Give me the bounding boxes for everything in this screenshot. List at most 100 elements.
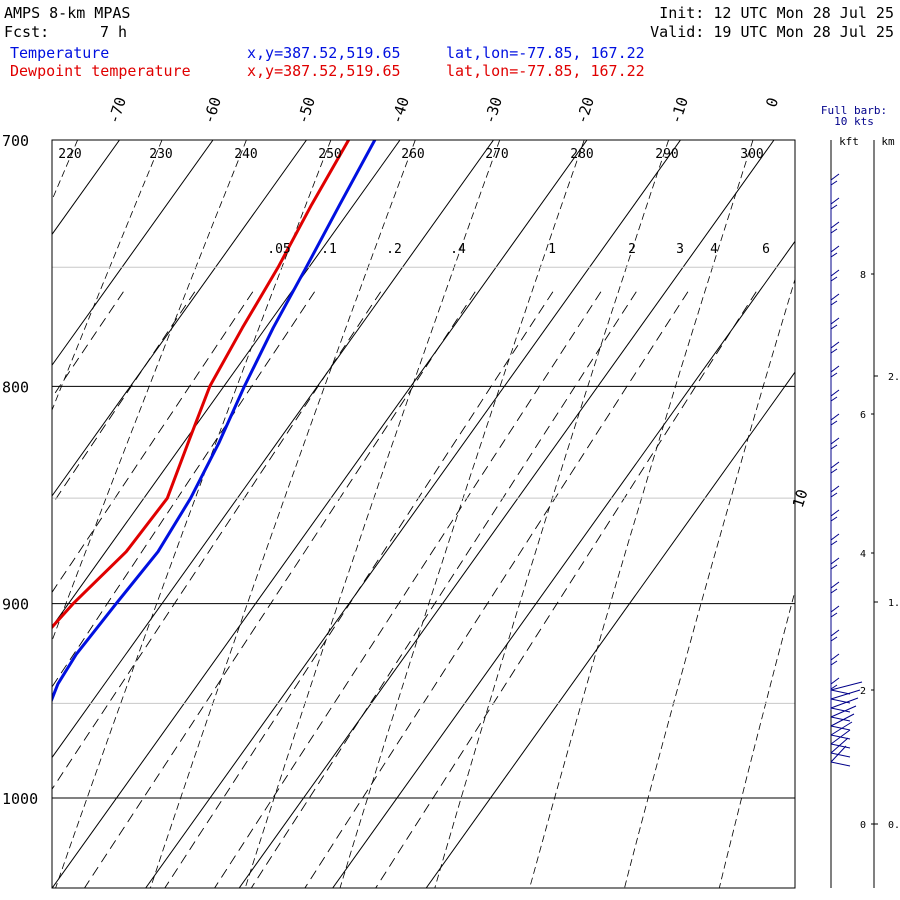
isotherm-label: -40 [387,95,412,126]
mixing-ratio-line [52,291,254,594]
mixing-ratio-label: .4 [450,242,466,257]
theta-label: 260 [401,147,424,162]
isotherm [52,140,307,497]
forecast-label: Fcst: [4,23,50,41]
isotherm-label: -70 [104,95,129,126]
dry-adiabat [52,140,78,202]
theta-label: 230 [149,147,172,162]
wind-barb [830,365,840,398]
mixing-ratio-label: 2 [628,242,636,257]
pressure-label: 700 [2,132,29,150]
mixing-ratio-label: .1 [321,242,337,257]
dry-adiabat [244,140,501,888]
isotherm-label: 0 [762,95,782,109]
km-label: 0. [888,820,900,831]
wind-barb [830,509,840,542]
wind-barb [830,629,840,662]
wind-barb [830,533,840,566]
dry-adiabat [434,140,669,888]
wind-barb [830,557,840,590]
valid-time: Valid: 19 UTC Mon 28 Jul 25 [650,23,894,41]
isotherm [52,140,588,888]
isotherm-label: -50 [293,95,318,126]
isotherm-label: -30 [480,95,505,126]
dry-adiabat [52,140,163,412]
isotherm-label: -20 [572,95,597,126]
mixing-ratio-line [214,291,602,888]
isotherm [145,140,681,888]
theta-label: 250 [318,147,341,162]
dewpoint-profile [52,140,351,630]
theta-label: 220 [58,147,81,162]
mixing-ratio-label: 6 [762,242,770,257]
legend-dewpoint-name: Dewpoint temperature [10,62,191,80]
forecast-value: 7 h [100,23,128,41]
dry-adiabat [814,140,900,888]
mixing-ratio-label: 1 [548,242,556,257]
km-label: 1. [888,598,900,609]
mixing-ratio-line [52,291,315,688]
legend-dewpoint-latlon: lat,lon=-77.85, 167.22 [446,62,645,80]
mixing-ratio-line [84,291,476,888]
dry-adiabat [529,140,754,888]
isotherm [52,140,401,628]
model-title: AMPS 8-km MPAS [4,4,131,22]
wind-barb [830,221,840,254]
wind-barb [830,245,840,278]
theta-label: 280 [570,147,593,162]
wind-barb [830,485,840,518]
pressure-label: 900 [2,596,29,614]
wind-barb [830,413,840,446]
isotherm [332,240,795,888]
isotherm [425,371,795,888]
kft-label: 2 [860,686,866,697]
wind-barb [830,461,840,494]
isotherm-label: 10 [789,487,812,510]
km-axis-label: km [881,135,895,148]
wind-barb [830,197,840,230]
legend-temperature-xy: x,y=387.52,519.65 [247,44,401,62]
kft-label: 8 [860,270,866,281]
mixing-ratio-line [52,291,196,506]
plot-frame [51,139,796,889]
wind-barb [830,341,840,374]
dry-adiabat [718,589,795,888]
wind-barb [830,581,840,614]
mixing-ratio-line [164,291,554,888]
dry-adiabat [52,140,247,642]
mixing-ratio-label: .05 [267,242,290,257]
wind-barb [830,389,840,422]
wind-barb [830,677,840,710]
mixing-ratio-label: 3 [676,242,684,257]
pressure-label: 800 [2,378,29,396]
dry-adiabat [150,140,416,888]
kft-label: 4 [860,549,866,560]
mixing-ratio-label: 4 [710,242,718,257]
kft-label: 0 [860,820,866,831]
init-time: Init: 12 UTC Mon 28 Jul 25 [659,4,894,22]
wind-barb [830,173,840,206]
mixing-ratio-line [250,291,637,888]
isotherm-label: -60 [199,95,224,126]
legend-temperature-name: Temperature [10,44,110,62]
isotherm [52,140,120,236]
low-level-wind-barbs [830,681,863,767]
wind-barb [830,269,840,302]
kft-axis-label: kft [839,135,859,148]
temperature-profile [52,140,377,703]
isotherm [52,140,494,759]
dry-adiabat [624,277,795,888]
legend-dewpoint-xy: x,y=387.52,519.65 [247,62,401,80]
isotherm [238,140,775,888]
km-label: 2. [888,372,900,383]
dry-adiabat [55,140,332,888]
mixing-ratio-line [304,291,689,888]
wind-barb [830,653,840,686]
kft-label: 6 [860,410,866,421]
isotherm-label: -10 [666,95,691,126]
isotherm [0,140,26,888]
wind-barb [830,605,840,638]
wind-barb [830,437,840,470]
isotherm [52,140,214,367]
